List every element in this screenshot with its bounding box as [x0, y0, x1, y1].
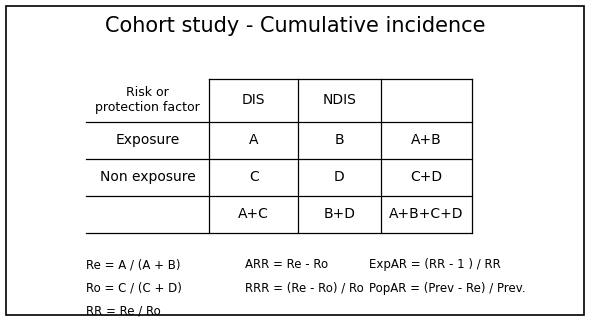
- Text: RRR = (Re - Ro) / Ro: RRR = (Re - Ro) / Ro: [245, 282, 363, 294]
- Text: ExpAR = (RR - 1 ) / RR: ExpAR = (RR - 1 ) / RR: [369, 258, 500, 271]
- Text: A+B+C+D: A+B+C+D: [389, 207, 464, 221]
- Text: Re = A / (A + B): Re = A / (A + B): [86, 258, 180, 271]
- Text: B+D: B+D: [323, 207, 355, 221]
- Text: Risk or
protection factor: Risk or protection factor: [95, 86, 200, 114]
- Text: A+C: A+C: [238, 207, 269, 221]
- Text: NDIS: NDIS: [322, 93, 356, 107]
- Text: DIS: DIS: [242, 93, 266, 107]
- Text: C: C: [249, 170, 258, 184]
- Text: Cohort study - Cumulative incidence: Cohort study - Cumulative incidence: [105, 16, 485, 36]
- Text: C+D: C+D: [410, 170, 442, 184]
- Text: B: B: [335, 134, 344, 147]
- Text: RR = Re / Ro: RR = Re / Ro: [86, 305, 160, 317]
- Text: A+B: A+B: [411, 134, 442, 147]
- Text: Ro = C / (C + D): Ro = C / (C + D): [86, 282, 182, 294]
- Text: ARR = Re - Ro: ARR = Re - Ro: [245, 258, 328, 271]
- Text: Exposure: Exposure: [116, 134, 179, 147]
- FancyBboxPatch shape: [6, 6, 584, 315]
- Text: D: D: [334, 170, 345, 184]
- Text: Non exposure: Non exposure: [100, 170, 195, 184]
- Text: A: A: [249, 134, 258, 147]
- Text: PopAR = (Prev - Re) / Prev.: PopAR = (Prev - Re) / Prev.: [369, 282, 525, 294]
